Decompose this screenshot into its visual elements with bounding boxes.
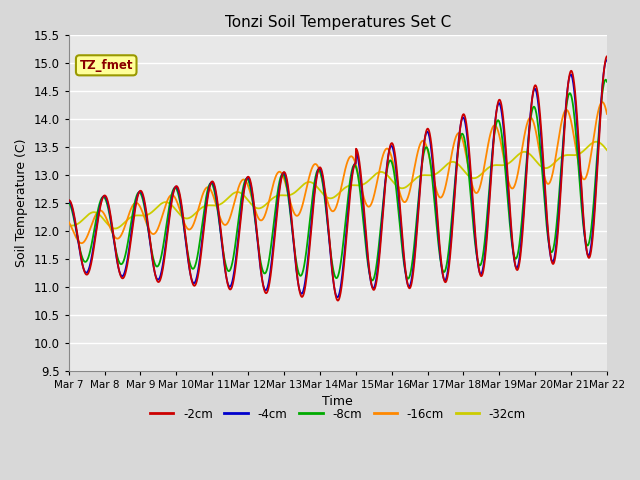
- -4cm: [333, 294, 341, 300]
- Line: -8cm: -8cm: [68, 80, 607, 280]
- Line: -32cm: -32cm: [68, 142, 607, 228]
- -16cm: [312, 162, 320, 168]
- -16cm: [93, 211, 100, 216]
- -4cm: [92, 226, 100, 231]
- -8cm: [369, 277, 376, 283]
- -2cm: [489, 150, 497, 156]
- -8cm: [312, 171, 320, 177]
- Y-axis label: Soil Temperature (C): Soil Temperature (C): [15, 139, 28, 267]
- -32cm: [312, 183, 320, 189]
- Line: -16cm: -16cm: [68, 102, 607, 243]
- Text: TZ_fmet: TZ_fmet: [79, 59, 133, 72]
- -8cm: [326, 248, 334, 253]
- -8cm: [588, 223, 595, 228]
- -32cm: [92, 210, 100, 216]
- -2cm: [312, 179, 320, 184]
- -32cm: [593, 139, 600, 144]
- -2cm: [326, 248, 334, 254]
- -2cm: [588, 245, 595, 251]
- -8cm: [588, 225, 595, 231]
- -4cm: [326, 251, 334, 257]
- -16cm: [327, 207, 335, 213]
- -4cm: [603, 57, 611, 63]
- -32cm: [603, 147, 611, 153]
- -8cm: [92, 216, 100, 222]
- -32cm: [111, 226, 119, 231]
- -16cm: [489, 124, 497, 130]
- -32cm: [327, 195, 335, 201]
- -16cm: [65, 219, 72, 225]
- -32cm: [489, 163, 497, 168]
- -4cm: [588, 239, 595, 245]
- -4cm: [489, 145, 497, 151]
- -16cm: [588, 148, 595, 154]
- -2cm: [588, 247, 595, 252]
- -8cm: [65, 199, 72, 205]
- Line: -4cm: -4cm: [68, 60, 607, 297]
- -32cm: [588, 141, 595, 146]
- -16cm: [598, 99, 606, 105]
- Line: -2cm: -2cm: [68, 56, 607, 300]
- -4cm: [65, 198, 72, 204]
- Legend: -2cm, -4cm, -8cm, -16cm, -32cm: -2cm, -4cm, -8cm, -16cm, -32cm: [145, 403, 531, 425]
- -2cm: [65, 197, 72, 203]
- -16cm: [78, 240, 86, 246]
- -2cm: [92, 229, 100, 235]
- -8cm: [489, 145, 497, 151]
- -8cm: [602, 77, 609, 83]
- -4cm: [588, 241, 595, 247]
- -32cm: [65, 223, 72, 228]
- -8cm: [603, 79, 611, 84]
- -32cm: [588, 141, 595, 146]
- -4cm: [603, 58, 611, 63]
- -16cm: [588, 150, 595, 156]
- X-axis label: Time: Time: [323, 396, 353, 408]
- -4cm: [312, 176, 320, 181]
- -2cm: [334, 298, 342, 303]
- Title: Tonzi Soil Temperatures Set C: Tonzi Soil Temperatures Set C: [225, 15, 451, 30]
- -2cm: [603, 53, 611, 59]
- -16cm: [603, 111, 611, 117]
